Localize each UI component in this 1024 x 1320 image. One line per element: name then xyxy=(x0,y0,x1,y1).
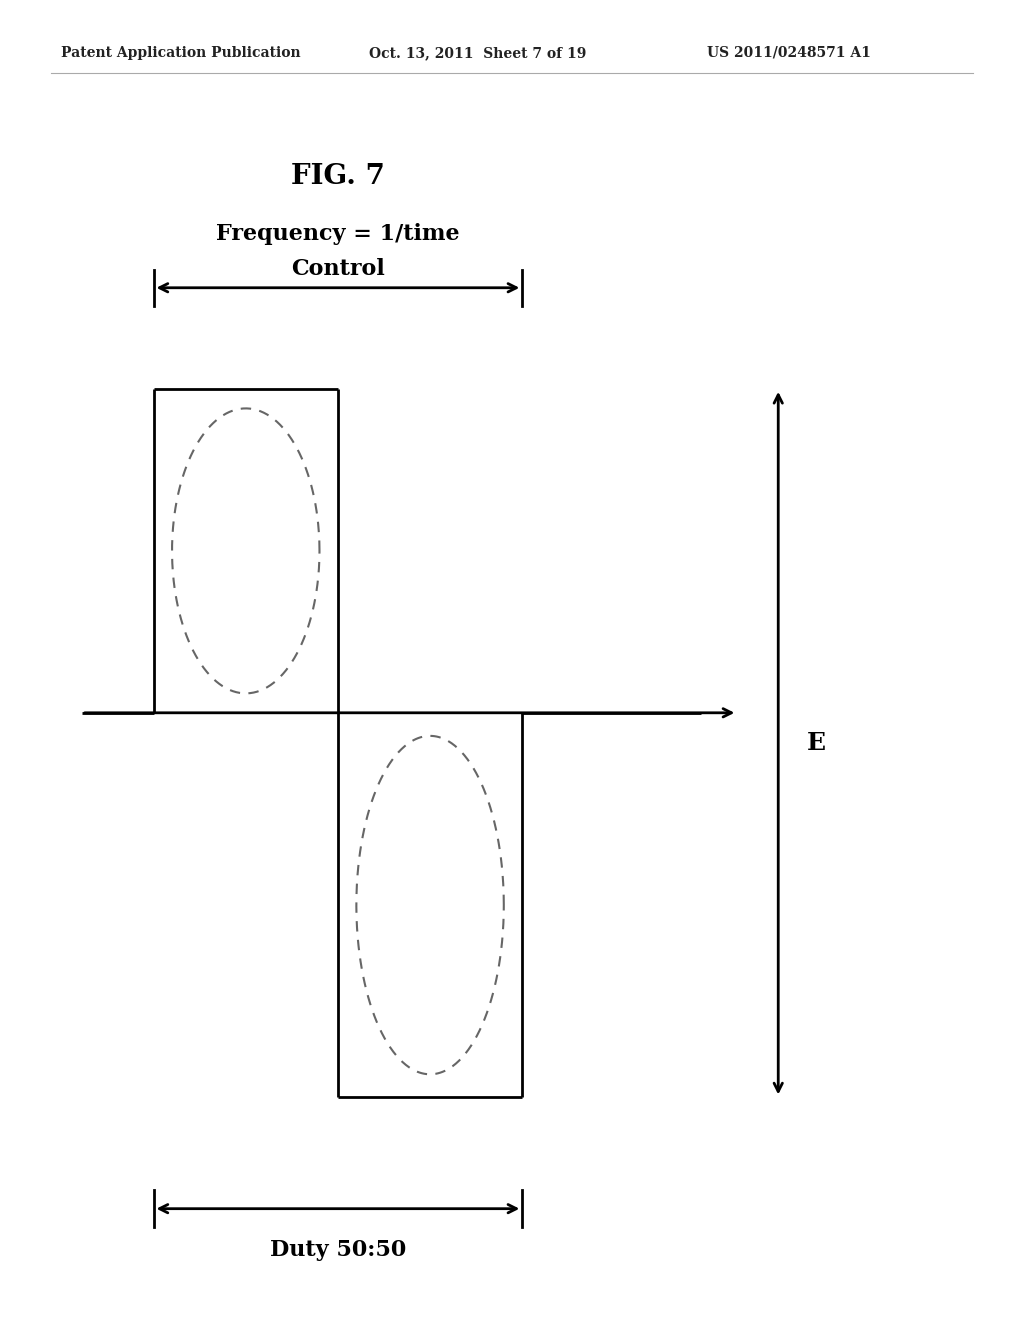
Text: E: E xyxy=(807,731,826,755)
Text: Oct. 13, 2011  Sheet 7 of 19: Oct. 13, 2011 Sheet 7 of 19 xyxy=(369,46,586,59)
Text: Frequency = 1/time: Frequency = 1/time xyxy=(216,223,460,246)
Text: Duty 50:50: Duty 50:50 xyxy=(269,1239,407,1261)
Text: Patent Application Publication: Patent Application Publication xyxy=(61,46,301,59)
Text: FIG. 7: FIG. 7 xyxy=(291,162,385,190)
Text: Control: Control xyxy=(291,257,385,280)
Text: US 2011/0248571 A1: US 2011/0248571 A1 xyxy=(707,46,870,59)
